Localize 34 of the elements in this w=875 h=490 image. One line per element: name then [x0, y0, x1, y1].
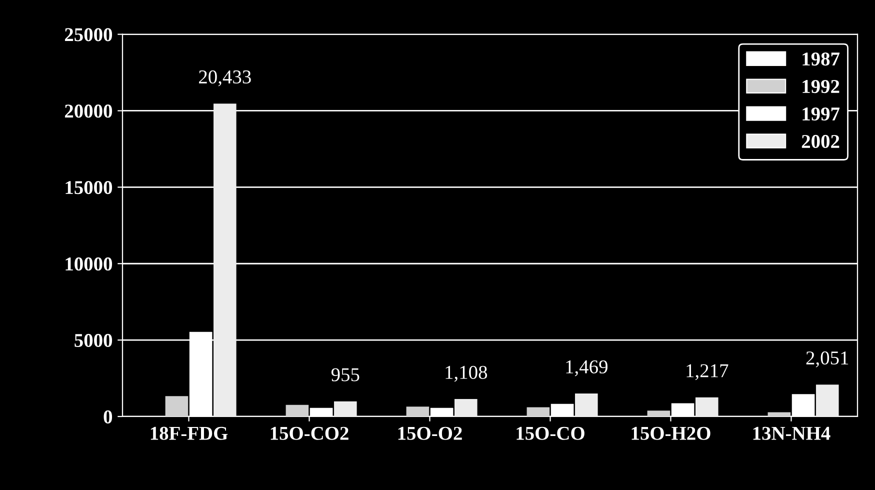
legend-label: 1997 — [802, 107, 840, 121]
legend-label: 1987 — [802, 52, 840, 66]
bar — [816, 384, 839, 416]
x-tick-label: 15O-H2O — [632, 426, 710, 440]
data-label: 1,217 — [686, 364, 728, 380]
bar — [768, 412, 791, 416]
y-tick-label: 5000 — [74, 334, 112, 347]
bar — [334, 401, 357, 416]
x-tick-label: 15O-CO2 — [270, 426, 348, 440]
bar — [286, 404, 309, 416]
bar — [647, 410, 670, 416]
data-label: 955 — [331, 368, 360, 382]
x-tick-label: 13N-NH4 — [753, 426, 830, 440]
bar — [165, 396, 188, 416]
bar — [574, 393, 598, 416]
y-tick-label: 15000 — [66, 180, 112, 194]
data-label: 1,108 — [446, 366, 488, 382]
bar — [454, 399, 478, 416]
x-tick-label: 15O-CO — [516, 426, 584, 440]
data-label: 20,433 — [199, 70, 251, 86]
y-tick-label: 0 — [104, 410, 112, 424]
bar — [695, 397, 718, 416]
x-tick-label: 18F-FDG — [150, 426, 228, 440]
legend-label: 2002 — [802, 134, 840, 148]
data-label: 2,051 — [806, 351, 848, 368]
data-label: 1,469 — [566, 360, 608, 376]
bar — [406, 406, 430, 416]
y-tick-label: 10000 — [66, 257, 112, 271]
y-tick-label: 25000 — [64, 28, 112, 42]
bar — [214, 104, 236, 416]
bar — [526, 407, 550, 416]
y-tick-label: 20000 — [64, 104, 112, 118]
legend-label: 1992 — [802, 80, 840, 94]
x-tick-label: 15O-O2 — [398, 426, 462, 440]
